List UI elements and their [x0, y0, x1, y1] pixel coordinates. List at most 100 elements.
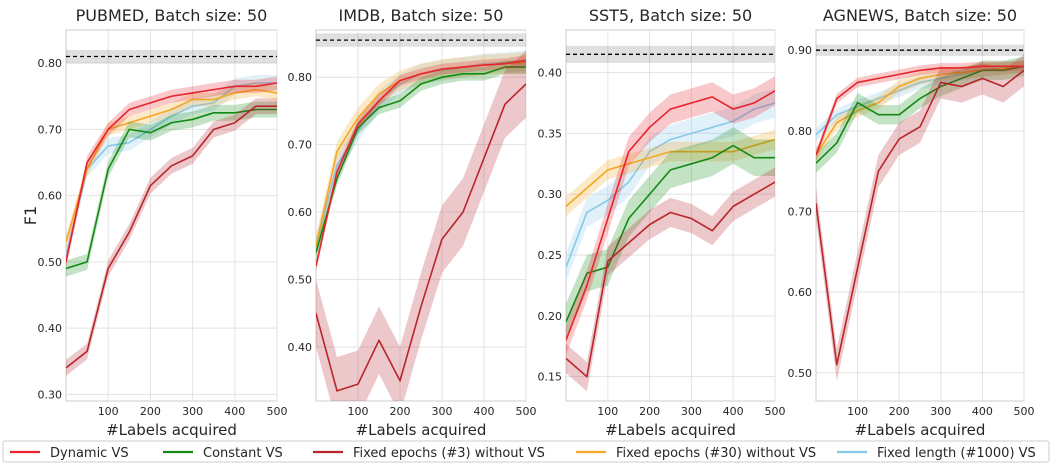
series-line-dynamic [566, 90, 775, 341]
plot-area [315, 29, 527, 402]
y-tick-label: 0.70 [788, 205, 813, 218]
x-tick-label: 400 [224, 405, 245, 418]
chart-title: SST5, Batch size: 50 [589, 6, 752, 25]
series-band-constant [816, 56, 1024, 173]
legend-entry-fixed3: Fixed epochs (#3) without VS [313, 446, 545, 461]
series-group [566, 76, 775, 392]
x-tick-label: 100 [348, 405, 369, 418]
legend: Dynamic VS Constant VS Fixed epochs (#3) w… [2, 440, 1050, 463]
x-tick-label: 400 [723, 405, 744, 418]
y-tick-label: 0.60 [788, 286, 813, 299]
series-group [816, 54, 1024, 381]
series-band-fixed3 [66, 98, 277, 376]
chart-panel-4: 100 200 300 400 500 0.50 0.60 0.70 0.80 0.90 AGNEW… [788, 6, 1035, 439]
series-line-constant [566, 144, 775, 323]
y-tick-label: 0.80 [38, 57, 63, 70]
chart-panels: 100 200 300 400 500 0.30 0.40 0.50 0.60 0.70 0.80 P… [21, 6, 1035, 439]
legend-label: Constant VS [203, 446, 283, 461]
y-tick-label: 0.30 [38, 388, 63, 401]
series-band-dynamic [66, 76, 277, 269]
x-tick-label: 100 [597, 405, 618, 418]
series-line-dynamic [316, 59, 526, 267]
series-band-fixedlen [316, 50, 526, 256]
plot-area [565, 29, 776, 402]
y-tick-label: 0.70 [38, 123, 63, 136]
series-group [66, 75, 277, 376]
series-line-fixed3 [316, 83, 526, 392]
x-tick-label: 100 [98, 405, 119, 418]
legend-frame [2, 440, 1050, 463]
series-line-fixedlen [566, 102, 775, 268]
x-tick-label: 300 [182, 405, 203, 418]
chart-title: IMDB, Batch size: 50 [339, 6, 504, 25]
series-band-fixed30 [316, 52, 526, 256]
y-tick-label: 0.50 [288, 274, 313, 287]
legend-label: Dynamic VS [50, 446, 129, 461]
legend-entry-dynamic: Dynamic VS [10, 446, 129, 461]
legend-label: Fixed epochs (#30) without VS [616, 446, 816, 461]
series-line-fixed3 [66, 105, 277, 369]
legend-label: Fixed length (#1000) VS [877, 446, 1036, 461]
series-band-dynamic [566, 76, 775, 355]
x-tick-label: 200 [140, 405, 161, 418]
y-tick-label: 0.30 [538, 188, 563, 201]
x-tick-label: 200 [390, 405, 411, 418]
series-line-dynamic [816, 65, 1024, 156]
x-tick-label: 300 [432, 405, 453, 418]
x-tick-label: 200 [639, 405, 660, 418]
series-line-constant [66, 108, 277, 270]
legend-entry-fixed30: Fixed epochs (#30) without VS [576, 446, 816, 461]
series-line-fixed3 [816, 69, 1024, 366]
legend-entry-constant: Constant VS [163, 446, 283, 461]
series-line-constant [816, 65, 1024, 164]
y-tick-label: 0.80 [788, 125, 813, 138]
series-line-fixed3 [566, 181, 775, 378]
y-tick-label: 0.50 [788, 367, 813, 380]
x-axis-label: #Labels acquired [855, 421, 986, 439]
chart-title: PUBMED, Batch size: 50 [76, 6, 268, 25]
series-band-dynamic [316, 54, 526, 272]
series-band-fixedlen [66, 75, 277, 264]
series-band-constant [66, 101, 277, 277]
series-band-fixed3 [566, 167, 775, 392]
y-tick-label: 0.40 [288, 341, 313, 354]
series-group [316, 50, 526, 401]
x-axis-label: #Labels acquired [605, 421, 736, 439]
y-tick-label: 0.90 [788, 44, 813, 57]
y-tick-label: 0.15 [538, 371, 563, 384]
reference-band [566, 45, 775, 63]
x-tick-label: 300 [930, 405, 951, 418]
chart-panel-2: 100 200 300 400 500 0.40 0.50 0.60 0.70 0.80 IMDB,… [288, 6, 537, 439]
x-tick-label: 500 [765, 405, 786, 418]
reference-band [816, 44, 1024, 56]
legend-label: Fixed epochs (#3) without VS [353, 446, 545, 461]
x-tick-label: 500 [516, 405, 537, 418]
x-axis-label: #Labels acquired [106, 421, 237, 439]
legend-entry-fixedlen: Fixed length (#1000) VS [837, 446, 1036, 461]
chart-panel-3: 100 200 300 400 500 0.15 0.20 0.25 0.30 0.35 0.40 S… [538, 6, 786, 439]
y-tick-label: 0.35 [538, 127, 563, 140]
series-line-dynamic [66, 82, 277, 263]
chart-panel-1: 100 200 300 400 500 0.30 0.40 0.50 0.60 0.70 0.80 P… [21, 6, 288, 439]
x-tick-label: 400 [474, 405, 495, 418]
series-band-fixed30 [66, 83, 277, 249]
y-tick-label: 0.25 [538, 249, 563, 262]
x-tick-label: 200 [889, 405, 910, 418]
x-tick-label: 500 [267, 405, 288, 418]
series-band-fixedlen [566, 88, 775, 282]
plot-area [815, 29, 1025, 402]
x-axis-label: #Labels acquired [356, 421, 487, 439]
y-axis-label: F1 [21, 206, 40, 225]
series-line-constant [316, 66, 526, 253]
x-tick-label: 500 [1014, 405, 1035, 418]
x-tick-label: 100 [847, 405, 868, 418]
y-tick-label: 0.40 [38, 322, 63, 335]
y-tick-label: 0.40 [538, 67, 563, 80]
x-tick-label: 400 [972, 405, 993, 418]
chart-title: AGNEWS, Batch size: 50 [823, 6, 1017, 25]
y-tick-label: 0.70 [288, 139, 313, 152]
series-line-fixedlen [66, 82, 277, 256]
y-tick-label: 0.80 [288, 71, 313, 84]
y-tick-label: 0.20 [538, 310, 563, 323]
